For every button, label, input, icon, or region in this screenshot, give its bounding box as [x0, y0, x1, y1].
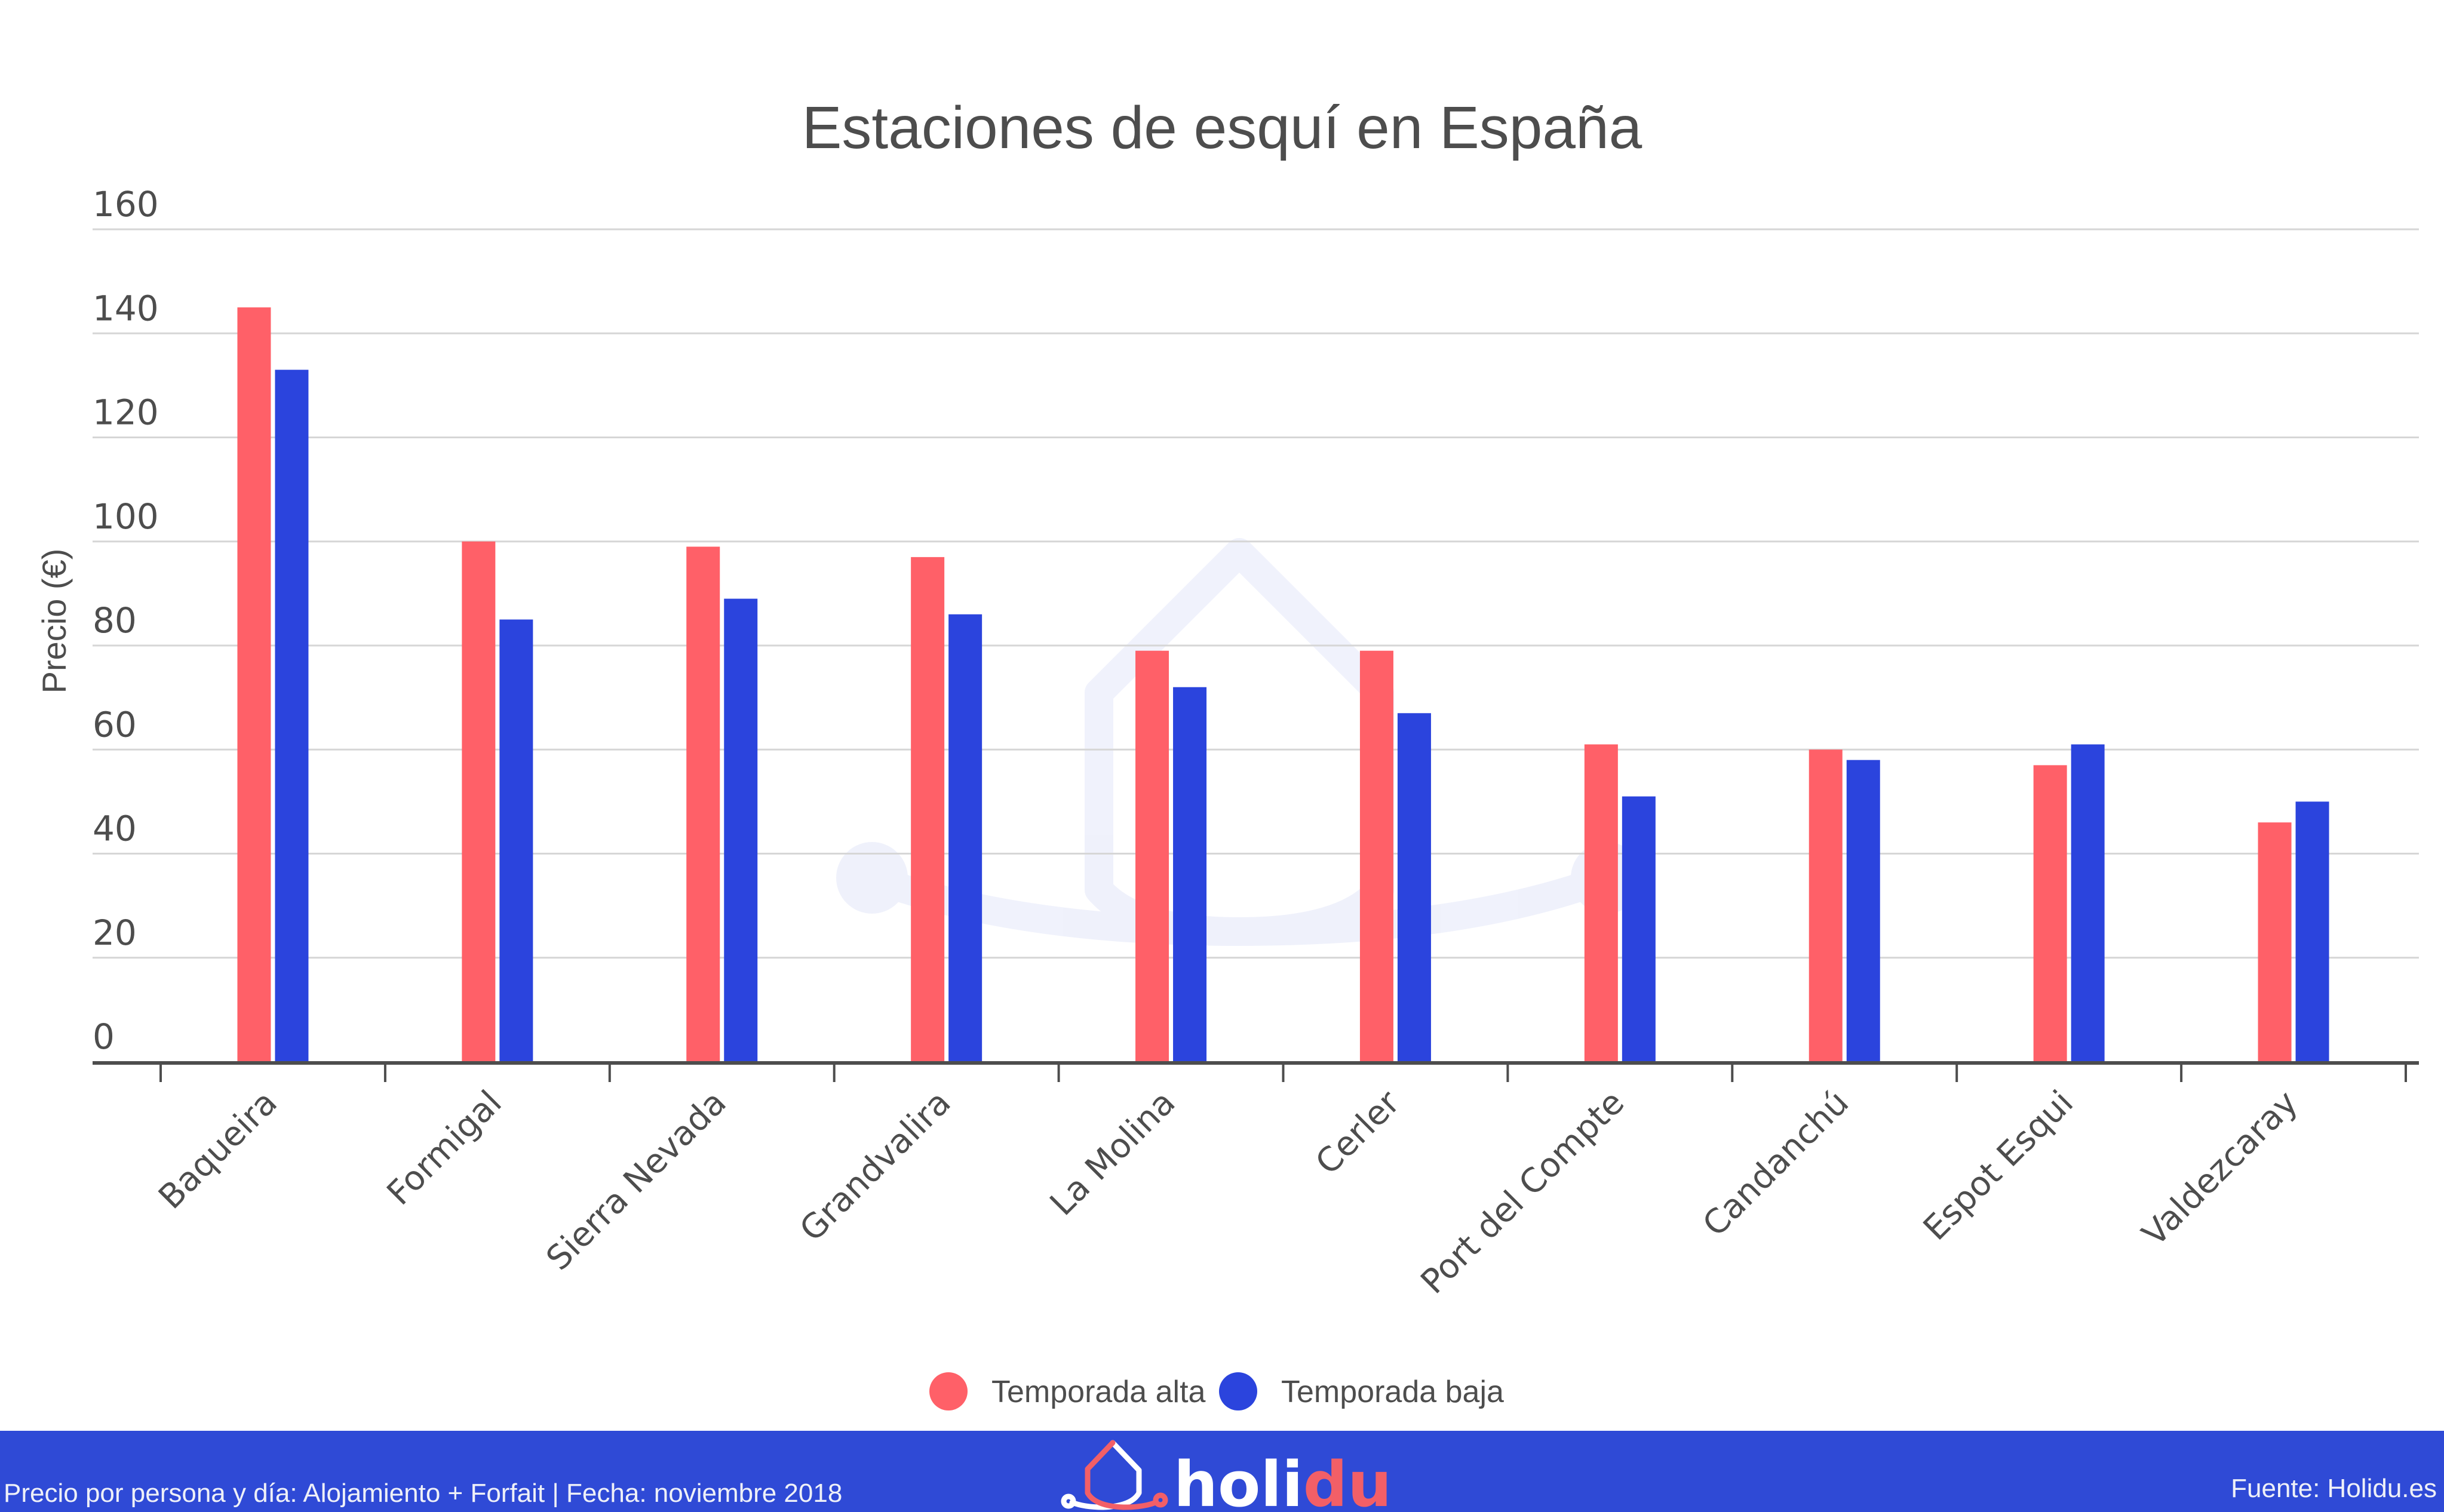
y-tick-label: 0 — [93, 1016, 115, 1057]
bar-alta — [1809, 749, 1843, 1062]
bar-baja — [1846, 760, 1880, 1062]
logo-text-holi: holi — [1174, 1448, 1303, 1512]
logo-text-du: du — [1303, 1448, 1392, 1512]
x-tick-label: Sierra Nevada — [539, 1083, 733, 1278]
y-tick-label: 80 — [93, 600, 137, 641]
legend-label-alta: Temporada alta — [991, 1375, 1206, 1409]
bar-alta — [2033, 765, 2067, 1062]
bar-alta — [1359, 650, 1393, 1062]
bar-baja — [948, 614, 982, 1062]
footer-source: Fuente: Holidu.es — [2231, 1474, 2437, 1503]
bar-alta — [2258, 822, 2292, 1062]
legend-marker-alta — [929, 1372, 968, 1410]
legend-label-baja: Temporada baja — [1281, 1375, 1504, 1409]
y-tick-label: 20 — [93, 912, 137, 953]
bar-alta — [911, 557, 945, 1062]
gridlines — [93, 228, 2419, 959]
legend: Temporada alta Temporada baja — [929, 1372, 1504, 1410]
bar-baja — [275, 370, 309, 1062]
x-tick-label: Cerler — [1308, 1083, 1408, 1182]
bar-baja — [2071, 744, 2105, 1062]
x-tick-label: Baqueira — [151, 1083, 285, 1217]
chart-title: Estaciones de esquí en España — [802, 94, 1642, 161]
bar-baja — [2295, 801, 2329, 1062]
bar-chart: Estaciones de esquí en España 0 20 40 60 80 1… — [35, 94, 2419, 1410]
holidu-house-icon — [1061, 1440, 1168, 1510]
x-axis-ticks: Baqueira Formigal Sierra Nevada Grandvalira… — [151, 1063, 2407, 1302]
x-tick-label: Espot Esqui — [1916, 1083, 2081, 1248]
y-axis-label: Precio (€) — [35, 549, 73, 694]
bar-alta — [462, 541, 496, 1062]
footer-note: Precio por persona y día: Alojamiento + … — [4, 1479, 843, 1508]
x-tick-label: Candanchú — [1696, 1083, 1856, 1244]
y-tick-label: 40 — [93, 809, 137, 849]
y-tick-label: 160 — [93, 184, 159, 225]
y-tick-label: 60 — [93, 704, 137, 745]
bar-baja — [1173, 687, 1207, 1062]
bar-alta — [686, 546, 720, 1062]
x-tick-label: Formigal — [380, 1083, 509, 1213]
y-tick-label: 120 — [93, 392, 159, 433]
holidu-logo[interactable]: holidu — [1060, 1436, 1395, 1512]
x-tick-label: La Molina — [1043, 1083, 1183, 1224]
bar-baja — [499, 619, 533, 1062]
bar-alta — [1584, 744, 1618, 1062]
bar-alta — [1135, 650, 1169, 1062]
legend-marker-baja — [1219, 1372, 1257, 1410]
bar-baja — [1622, 796, 1656, 1062]
footer-bar: Precio por persona y día: Alojamiento + … — [0, 1431, 2444, 1512]
x-tick-label: Valdezcaray — [2135, 1083, 2305, 1254]
bar-baja — [1397, 713, 1431, 1062]
bar-alta — [237, 307, 271, 1062]
logo-text: holidu — [1174, 1448, 1392, 1512]
y-tick-label: 140 — [93, 288, 159, 328]
y-axis-ticks: 0 20 40 60 80 100 120 140 160 — [93, 184, 159, 1057]
y-tick-label: 100 — [93, 496, 159, 537]
bars — [237, 307, 2329, 1062]
bar-baja — [724, 598, 758, 1062]
x-tick-label: Port del Compte — [1414, 1083, 1632, 1302]
x-tick-label: Grandvalira — [793, 1083, 959, 1249]
